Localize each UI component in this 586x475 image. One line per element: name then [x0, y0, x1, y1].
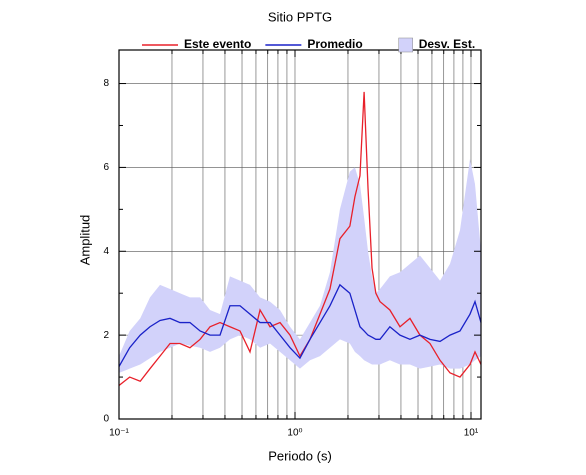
std-band — [119, 159, 481, 373]
y-tick-label: 2 — [103, 330, 109, 341]
x-tick-label: 10¹ — [464, 428, 479, 439]
y-tick-label: 8 — [103, 78, 109, 89]
chart-title: Sitio PPTG — [268, 9, 332, 24]
series-line — [118, 283, 482, 367]
legend-label: Promedio — [307, 37, 362, 51]
y-tick-label: 0 — [103, 414, 109, 425]
x-tick-label: 10⁰ — [287, 428, 302, 439]
data-layer — [118, 91, 482, 386]
y-tick-label: 4 — [103, 246, 109, 257]
legend-swatch — [398, 37, 413, 53]
legend: Este evento Promedio Desv. Est. — [142, 37, 475, 53]
legend-label: Este evento — [184, 37, 251, 51]
legend-label: Desv. Est. — [419, 37, 475, 51]
axes: 10⁻¹ 10⁰ 10¹ 0 2 4 6 8 — [103, 49, 482, 439]
x-axis-label: Periodo (s) — [268, 448, 332, 463]
plot-frame — [118, 49, 482, 420]
y-axis-label: Amplitud — [77, 215, 92, 266]
y-tick-label: 6 — [103, 162, 109, 173]
x-tick-label: 10⁻¹ — [109, 428, 129, 439]
